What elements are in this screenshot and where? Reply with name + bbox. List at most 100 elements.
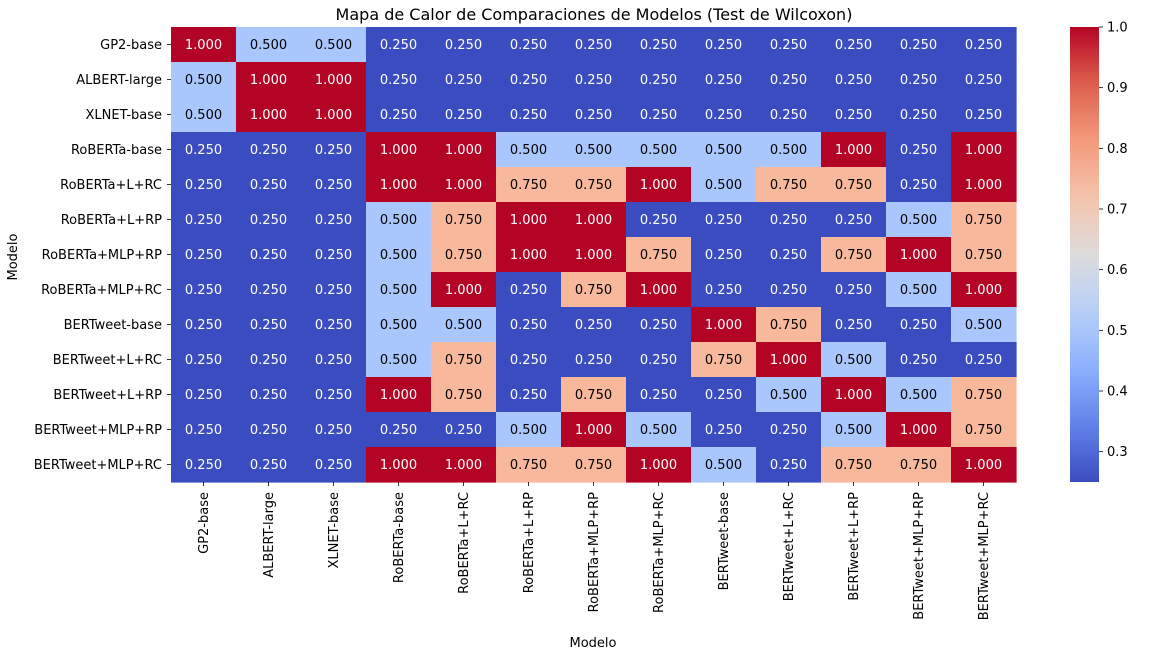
heatmap-cell-r3-c8 (691, 132, 757, 168)
cell-value-label-r1-c2: 1.000 (315, 73, 352, 88)
cell-value-label-r8-c8: 1.000 (705, 318, 742, 333)
cell-value-label-r6-c11: 1.000 (900, 248, 937, 263)
heatmap-cell-r9-c7 (626, 342, 692, 378)
heatmap-cell-r0-c12 (951, 27, 1017, 63)
cell-value-label-r5-c10: 0.250 (835, 213, 872, 228)
cell-value-label-r5-c3: 0.500 (380, 213, 417, 228)
x-tick-label-bertweet-mlp-rc: BERTweet+MLP+RC (977, 492, 992, 620)
heatmap-cell-r1-c4 (431, 62, 497, 98)
heatmap-cell-r11-c3 (366, 412, 432, 448)
heatmap-cell-r0-c3 (366, 27, 432, 63)
heatmap-cell-r3-c12 (951, 132, 1017, 168)
cell-value-label-r3-c6: 0.500 (575, 143, 612, 158)
cell-value-label-r6-c7: 0.750 (640, 248, 677, 263)
x-tick-label-xlnet-base: XLNET-base (327, 492, 342, 569)
heatmap-cell-r5-c1 (236, 202, 302, 238)
heatmap-cell-r7-c7 (626, 272, 692, 308)
heatmap-cell-r6-c3 (366, 237, 432, 273)
colorbar-tick-label-7: 1.0 (1107, 21, 1128, 36)
cell-value-label-r4-c4: 1.000 (445, 178, 482, 193)
cell-value-label-r1-c12: 0.250 (965, 73, 1002, 88)
heatmap-cell-r8-c2 (301, 307, 367, 343)
y-tick-label-albert-large: ALBERT-large (76, 73, 162, 88)
cell-value-label-r6-c2: 0.250 (315, 248, 352, 263)
heatmap-cell-r10-c2 (301, 377, 367, 413)
heatmap-cell-r5-c4 (431, 202, 497, 238)
heatmap-cell-r5-c3 (366, 202, 432, 238)
heatmap-cell-labels: 1.000 0.500 0.500 0.250 0.250 0.250 0.250 0.250… (185, 38, 1002, 473)
cell-value-label-r11-c2: 0.250 (315, 423, 352, 438)
cell-value-label-r8-c3: 0.500 (380, 318, 417, 333)
cell-value-label-r4-c6: 0.750 (575, 178, 612, 193)
cell-value-label-r10-c0: 0.250 (185, 388, 222, 403)
x-axis-ticks: GP2-base ALBERT-large XLNET-base RoBERTa-ba… (197, 482, 992, 620)
x-tick-label-bertweet-l-rp: BERTweet+L+RP (847, 492, 862, 601)
heatmap-cell-r7-c11 (886, 272, 952, 308)
cell-value-label-r7-c4: 1.000 (445, 283, 482, 298)
heatmap-cell-r1-c3 (366, 62, 432, 98)
cell-value-label-r0-c10: 0.250 (835, 38, 872, 53)
heatmap-cell-r12-c1 (236, 447, 302, 483)
cell-value-label-r11-c4: 0.250 (445, 423, 482, 438)
cell-value-label-r10-c10: 1.000 (835, 388, 872, 403)
cell-value-label-r3-c4: 1.000 (445, 143, 482, 158)
cell-value-label-r0-c7: 0.250 (640, 38, 677, 53)
cell-value-label-r1-c1: 1.000 (250, 73, 287, 88)
heatmap-cell-r7-c0 (171, 272, 237, 308)
heatmap-cell-r5-c5 (496, 202, 562, 238)
heatmap-cell-r10-c10 (821, 377, 887, 413)
cell-value-label-r12-c11: 0.750 (900, 458, 937, 473)
cell-value-label-r9-c2: 0.250 (315, 353, 352, 368)
heatmap-cell-r3-c9 (756, 132, 822, 168)
cell-value-label-r2-c8: 0.250 (705, 108, 742, 123)
cell-value-label-r6-c9: 0.250 (770, 248, 807, 263)
cell-value-label-r10-c3: 1.000 (380, 388, 417, 403)
heatmap-cell-r5-c0 (171, 202, 237, 238)
heatmap-cell-r10-c3 (366, 377, 432, 413)
heatmap-cell-r7-c9 (756, 272, 822, 308)
cell-value-label-r9-c11: 0.250 (900, 353, 937, 368)
cell-value-label-r1-c8: 0.250 (705, 73, 742, 88)
x-tick-label-gp2-base: GP2-base (197, 492, 212, 554)
cell-value-label-r3-c0: 0.250 (185, 143, 222, 158)
cell-value-label-r9-c0: 0.250 (185, 353, 222, 368)
cell-value-label-r10-c12: 0.750 (965, 388, 1002, 403)
cell-value-label-r12-c4: 1.000 (445, 458, 482, 473)
cell-value-label-r6-c3: 0.500 (380, 248, 417, 263)
cell-value-label-r5-c2: 0.250 (315, 213, 352, 228)
cell-value-label-r2-c5: 0.250 (510, 108, 547, 123)
heatmap-cell-r4-c3 (366, 167, 432, 203)
heatmap-cell-r10-c11 (886, 377, 952, 413)
heatmap-cell-r11-c1 (236, 412, 302, 448)
cell-value-label-r8-c0: 0.250 (185, 318, 222, 333)
cell-value-label-r10-c6: 0.750 (575, 388, 612, 403)
cell-value-label-r0-c5: 0.250 (510, 38, 547, 53)
heatmap-cell-r7-c10 (821, 272, 887, 308)
heatmap-cell-r12-c0 (171, 447, 237, 483)
heatmap-cell-r10-c8 (691, 377, 757, 413)
heatmap-cell-r6-c9 (756, 237, 822, 273)
heatmap-cell-r2-c2 (301, 97, 367, 133)
heatmap-cell-r9-c11 (886, 342, 952, 378)
heatmap-cell-r12-c2 (301, 447, 367, 483)
cell-value-label-r4-c1: 0.250 (250, 178, 287, 193)
cell-value-label-r7-c7: 1.000 (640, 283, 677, 298)
heatmap-cell-r3-c10 (821, 132, 887, 168)
heatmap-cell-r9-c3 (366, 342, 432, 378)
heatmap-cell-r8-c4 (431, 307, 497, 343)
cell-value-label-r10-c7: 0.250 (640, 388, 677, 403)
heatmap-cell-r12-c7 (626, 447, 692, 483)
cell-value-label-r6-c5: 1.000 (510, 248, 547, 263)
heatmap-cell-r11-c2 (301, 412, 367, 448)
cell-value-label-r10-c2: 0.250 (315, 388, 352, 403)
heatmap-cell-r4-c10 (821, 167, 887, 203)
heatmap-cell-r0-c10 (821, 27, 887, 63)
heatmap-cell-r3-c4 (431, 132, 497, 168)
cell-value-label-r11-c7: 0.500 (640, 423, 677, 438)
cell-value-label-r4-c0: 0.250 (185, 178, 222, 193)
cell-value-label-r11-c12: 0.750 (965, 423, 1002, 438)
cell-value-label-r9-c10: 0.500 (835, 353, 872, 368)
cell-value-label-r4-c11: 0.250 (900, 178, 937, 193)
heatmap-cell-r3-c7 (626, 132, 692, 168)
